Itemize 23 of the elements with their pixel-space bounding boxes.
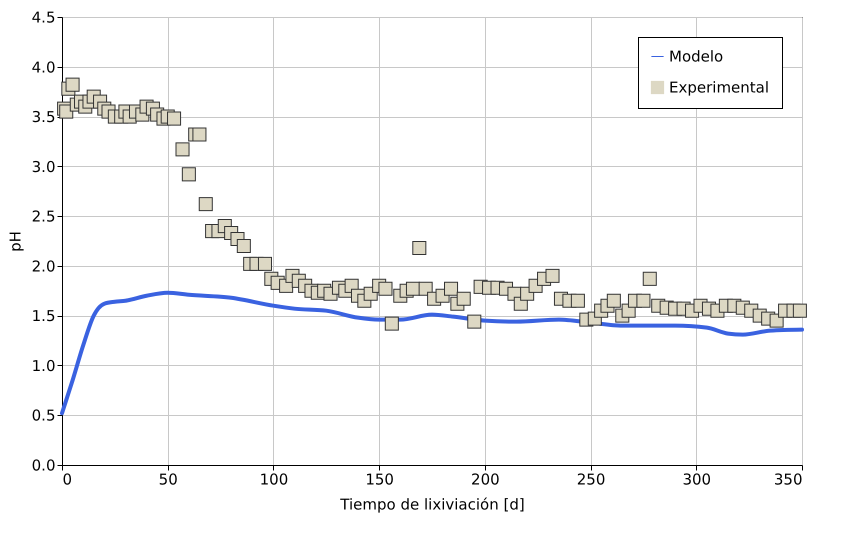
x-tick-label: 150	[365, 470, 394, 488]
line-series	[60, 290, 804, 416]
x-tick-label: 200	[471, 470, 500, 488]
y-tick-label: 2.5	[32, 208, 56, 226]
y-tick-label: 0.5	[32, 406, 56, 425]
legend-label: Modelo	[669, 48, 724, 66]
y-tick-label: 4.0	[32, 58, 56, 76]
x-tick-label: 300	[682, 470, 712, 488]
y-tick-label: 1.0	[32, 356, 56, 375]
y-tick-label: 0.0	[32, 456, 56, 474]
x-tick-label: 100	[260, 470, 288, 488]
y-tick-label: 3.5	[32, 108, 56, 126]
x-tick-label: 0	[62, 470, 72, 488]
y-tick-label: 3.0	[32, 158, 56, 176]
x-tick-label: 250	[576, 470, 606, 488]
y-tick-label: 4.5	[32, 8, 56, 26]
legend-label: Experimental	[669, 78, 770, 96]
x-tick-label: 50	[158, 470, 178, 488]
y-axis-title: pH	[6, 231, 25, 252]
x-tick-label: 350	[774, 470, 802, 488]
y-tick-label: 2.0	[32, 257, 56, 276]
y-tick-label: 1.5	[32, 307, 56, 326]
x-axis-title: Tiempo de lixiviación [d]	[339, 496, 525, 514]
